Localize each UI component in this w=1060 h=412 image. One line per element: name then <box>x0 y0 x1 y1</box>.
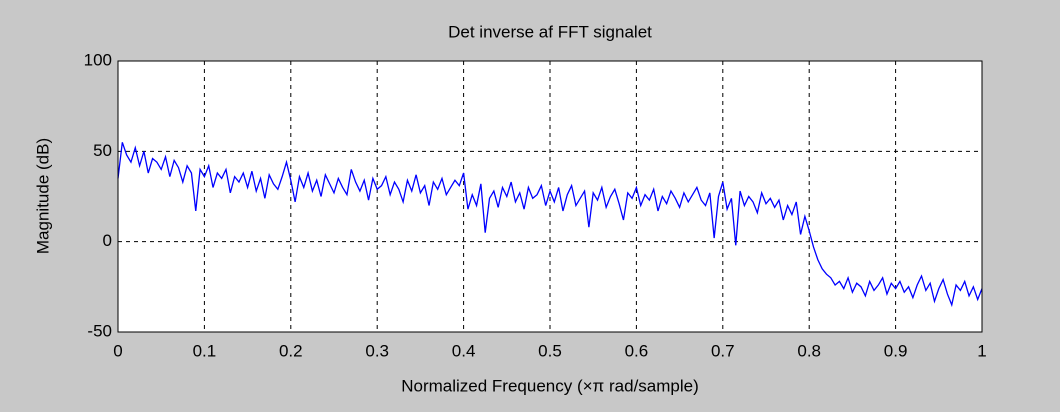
y-tick-label: -50 <box>87 321 112 340</box>
y-tick-label: 50 <box>93 141 112 160</box>
x-tick-label: 0 <box>113 341 122 360</box>
x-tick-label: 0.1 <box>193 341 217 360</box>
x-tick-label: 0.9 <box>884 341 908 360</box>
y-tick-label: 100 <box>84 50 112 69</box>
chart-title: Det inverse af FFT signalet <box>448 22 652 41</box>
x-tick-label: 0.5 <box>538 341 562 360</box>
plot-frame <box>117 60 983 333</box>
x-tick-label: 0.2 <box>279 341 303 360</box>
y-tick-label: 0 <box>103 231 112 250</box>
x-tick-label: 0.4 <box>452 341 476 360</box>
x-tick-label: 0.8 <box>797 341 821 360</box>
x-tick-label: 0.3 <box>365 341 389 360</box>
x-axis-label: Normalized Frequency (×π rad/sample) <box>401 376 699 395</box>
x-tick-label: 0.7 <box>711 341 735 360</box>
x-tick-label: 1 <box>977 341 986 360</box>
y-axis-label: Magnitude (dB) <box>33 138 52 254</box>
x-tick-label: 0.6 <box>625 341 649 360</box>
data-line <box>117 142 983 308</box>
